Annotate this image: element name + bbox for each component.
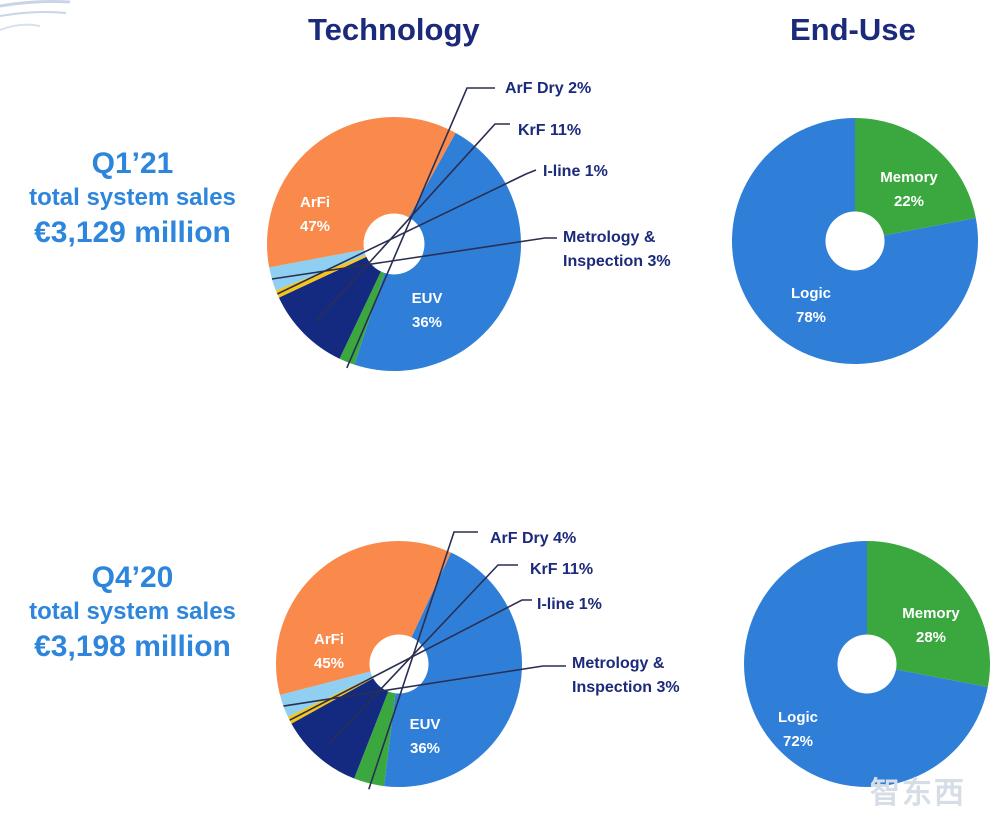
- pie-slice-memory: [855, 118, 976, 241]
- slice-label-iline: I-line 1%: [537, 596, 602, 613]
- leader-arf-dry: [346, 87, 495, 369]
- slice-label-metrology: Metrology & Inspection 3%: [563, 229, 671, 270]
- watermark: 智东西: [870, 777, 966, 810]
- period-quarter: Q1’21: [91, 147, 174, 180]
- period-quarter: Q4’20: [91, 561, 174, 594]
- end-use-header: End-Use: [790, 12, 916, 47]
- pie-slice-krf: [278, 244, 394, 359]
- donut-hole: [825, 211, 885, 271]
- pie-slice-arfi: [384, 552, 522, 787]
- donut-hole: [837, 634, 897, 694]
- pie-slice-iline: [287, 664, 399, 724]
- period-subtitle: total system sales: [29, 598, 236, 625]
- leader-iline: [289, 599, 532, 721]
- leader-krf: [329, 564, 518, 744]
- pie-slice-arf-dry: [354, 664, 399, 787]
- leader-krf: [315, 123, 510, 323]
- slice-label-logic: Logic 78%: [791, 285, 831, 326]
- slice-label-arfi: ArFi 45%: [314, 631, 344, 672]
- slice-label-arf-dry: ArF Dry 2%: [505, 80, 591, 97]
- period-sales-value: €3,198 million: [34, 630, 231, 663]
- slice-label-memory: Memory 22%: [880, 169, 938, 210]
- slice-label-euv: EUV 36%: [410, 716, 441, 757]
- slice-label-krf: KrF 11%: [530, 561, 593, 578]
- slice-label-memory: Memory 28%: [902, 605, 960, 646]
- leader-iline: [276, 169, 537, 295]
- slice-label-logic: Logic 72%: [778, 709, 818, 750]
- pie-slice-euv: [276, 541, 451, 696]
- leader-metrology: [283, 665, 566, 707]
- leader-metrology: [271, 237, 557, 280]
- slice-label-krf: KrF 11%: [518, 122, 581, 139]
- corner-decoration: [0, 0, 71, 31]
- pie-slice-arfi: [354, 132, 521, 371]
- period-q4-20: Q4’20 total system sales €3,198 million: [0, 560, 265, 666]
- pie-slice-memory: [867, 541, 991, 688]
- donut-hole: [363, 213, 425, 275]
- period-sales-value: €3,129 million: [34, 216, 231, 249]
- period-q1-21: Q1’21 total system sales €3,129 million: [0, 146, 265, 252]
- technology-header: Technology: [308, 12, 480, 47]
- pie-slice-arf-dry: [339, 244, 394, 365]
- pie-slice-euv: [266, 116, 456, 268]
- slice-label-euv: EUV 36%: [412, 290, 443, 331]
- slice-label-arf-dry: ArF Dry 4%: [490, 530, 576, 547]
- slice-label-metrology: Metrology & Inspection 3%: [572, 655, 680, 696]
- pie-slice-iline: [275, 244, 394, 298]
- period-subtitle: total system sales: [29, 184, 236, 211]
- slice-label-iline: I-line 1%: [543, 163, 608, 180]
- pie-slice-metrology: [279, 664, 399, 717]
- slice-label-arfi: ArFi 47%: [300, 194, 330, 235]
- leader-arf-dry: [368, 531, 478, 790]
